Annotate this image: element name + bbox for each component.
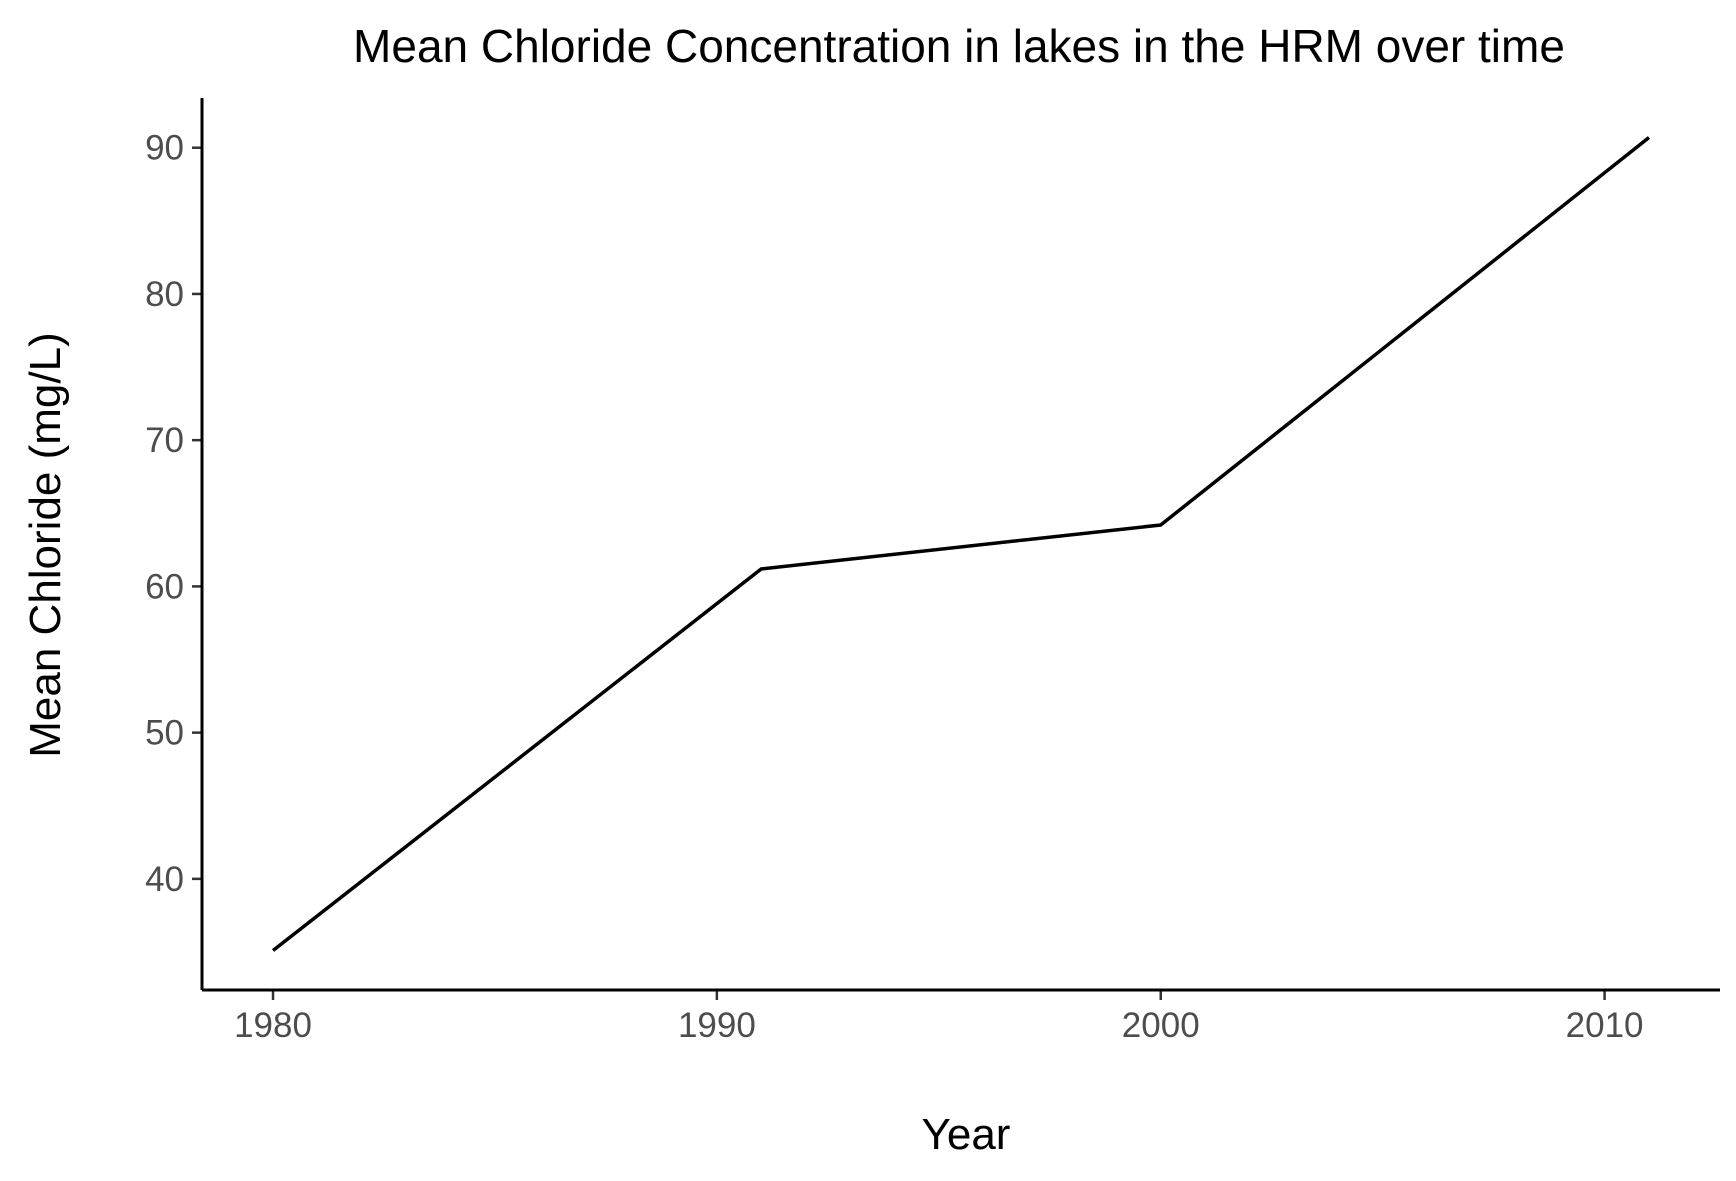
x-tick-label: 2010 [1566, 1006, 1644, 1045]
series-line-0 [271, 136, 1651, 952]
x-axis-ticks: 1980 1990 2000 2010 [234, 990, 1644, 1045]
y-tick-label: 80 [145, 275, 184, 314]
y-tick-label: 70 [145, 421, 184, 460]
chart-title: Mean Chloride Concentration in lakes in … [353, 20, 1565, 72]
x-axis-title: Year [922, 1110, 1011, 1159]
y-axis-ticks: 40 50 60 70 80 90 [145, 129, 202, 899]
series-layer [271, 136, 1651, 952]
x-tick-label: 1990 [678, 1006, 756, 1045]
x-tick-label: 1980 [234, 1006, 312, 1045]
y-tick-label: 90 [145, 129, 184, 168]
y-tick-label: 60 [145, 567, 184, 606]
y-axis-title: Mean Chloride (mg/L) [21, 332, 70, 758]
y-tick-label: 50 [145, 714, 184, 753]
y-tick-label: 40 [145, 860, 184, 899]
x-tick-label: 2000 [1122, 1006, 1200, 1045]
